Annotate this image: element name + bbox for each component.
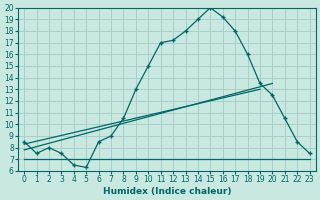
X-axis label: Humidex (Indice chaleur): Humidex (Indice chaleur) [103, 187, 231, 196]
